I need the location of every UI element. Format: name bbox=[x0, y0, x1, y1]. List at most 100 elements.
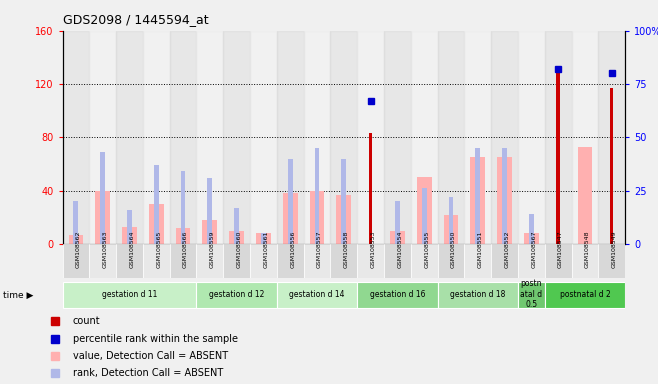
FancyBboxPatch shape bbox=[438, 282, 518, 308]
FancyBboxPatch shape bbox=[63, 244, 89, 278]
Text: postn
atal d
0.5: postn atal d 0.5 bbox=[520, 279, 542, 309]
FancyBboxPatch shape bbox=[598, 244, 625, 278]
FancyBboxPatch shape bbox=[411, 244, 438, 278]
FancyBboxPatch shape bbox=[303, 244, 330, 278]
Text: GSM108553: GSM108553 bbox=[370, 230, 376, 268]
Bar bbox=[234, 208, 239, 244]
FancyBboxPatch shape bbox=[197, 282, 277, 308]
FancyBboxPatch shape bbox=[116, 244, 143, 278]
FancyBboxPatch shape bbox=[143, 244, 170, 278]
Bar bbox=[422, 189, 426, 244]
Bar bbox=[610, 88, 613, 244]
Bar bbox=[342, 159, 346, 244]
Text: time ▶: time ▶ bbox=[3, 290, 34, 300]
FancyBboxPatch shape bbox=[170, 244, 197, 278]
Text: GSM108561: GSM108561 bbox=[263, 230, 268, 268]
Bar bbox=[578, 147, 592, 244]
FancyBboxPatch shape bbox=[384, 244, 411, 278]
Text: GSM108554: GSM108554 bbox=[397, 230, 403, 268]
FancyBboxPatch shape bbox=[518, 244, 545, 278]
Bar bbox=[100, 152, 105, 244]
Bar bbox=[63, 31, 89, 244]
Text: value, Detection Call = ABSENT: value, Detection Call = ABSENT bbox=[72, 351, 228, 361]
Bar bbox=[303, 31, 330, 244]
Text: GSM108552: GSM108552 bbox=[505, 230, 509, 268]
Text: GSM108550: GSM108550 bbox=[451, 230, 456, 268]
FancyBboxPatch shape bbox=[438, 244, 465, 278]
Bar bbox=[74, 201, 78, 244]
Bar bbox=[89, 31, 116, 244]
Bar bbox=[369, 133, 372, 244]
Text: GSM108549: GSM108549 bbox=[612, 230, 617, 268]
Text: GDS2098 / 1445594_at: GDS2098 / 1445594_at bbox=[63, 13, 208, 26]
Bar bbox=[170, 31, 197, 244]
FancyBboxPatch shape bbox=[545, 244, 572, 278]
FancyBboxPatch shape bbox=[223, 244, 250, 278]
Bar bbox=[438, 31, 465, 244]
FancyBboxPatch shape bbox=[277, 244, 303, 278]
Text: GSM108563: GSM108563 bbox=[103, 230, 108, 268]
FancyBboxPatch shape bbox=[357, 282, 438, 308]
Text: GSM108547: GSM108547 bbox=[558, 230, 563, 268]
Bar bbox=[315, 148, 319, 244]
FancyBboxPatch shape bbox=[545, 282, 625, 308]
Bar bbox=[411, 31, 438, 244]
Bar bbox=[122, 227, 137, 244]
FancyBboxPatch shape bbox=[572, 244, 598, 278]
Text: gestation d 12: gestation d 12 bbox=[209, 290, 265, 299]
Bar bbox=[288, 159, 293, 244]
FancyBboxPatch shape bbox=[197, 244, 223, 278]
Bar bbox=[357, 31, 384, 244]
Bar bbox=[229, 230, 244, 244]
FancyBboxPatch shape bbox=[63, 282, 197, 308]
FancyBboxPatch shape bbox=[250, 244, 277, 278]
Text: GSM108566: GSM108566 bbox=[183, 230, 188, 268]
Text: gestation d 16: gestation d 16 bbox=[370, 290, 425, 299]
Bar bbox=[310, 190, 324, 244]
Bar bbox=[529, 214, 534, 244]
Text: gestation d 18: gestation d 18 bbox=[450, 290, 505, 299]
Text: GSM108551: GSM108551 bbox=[478, 230, 483, 268]
Bar bbox=[149, 204, 164, 244]
Text: GSM108559: GSM108559 bbox=[210, 230, 215, 268]
Text: GSM108567: GSM108567 bbox=[532, 230, 536, 268]
Text: GSM108564: GSM108564 bbox=[130, 230, 134, 268]
FancyBboxPatch shape bbox=[330, 244, 357, 278]
Bar bbox=[261, 233, 266, 244]
Bar bbox=[336, 195, 351, 244]
Text: GSM108560: GSM108560 bbox=[237, 230, 241, 268]
Bar bbox=[572, 31, 598, 244]
Bar bbox=[475, 148, 480, 244]
Bar bbox=[176, 228, 190, 244]
Bar bbox=[207, 178, 213, 244]
FancyBboxPatch shape bbox=[465, 244, 491, 278]
Bar bbox=[181, 171, 186, 244]
FancyBboxPatch shape bbox=[491, 244, 518, 278]
Bar bbox=[524, 233, 539, 244]
Bar bbox=[443, 215, 459, 244]
Text: GSM108548: GSM108548 bbox=[585, 230, 590, 268]
FancyBboxPatch shape bbox=[518, 282, 545, 308]
Text: percentile rank within the sample: percentile rank within the sample bbox=[72, 334, 238, 344]
Text: count: count bbox=[72, 316, 100, 326]
Bar bbox=[256, 233, 271, 244]
Bar bbox=[497, 157, 512, 244]
Text: GSM108557: GSM108557 bbox=[317, 230, 322, 268]
Bar bbox=[68, 235, 84, 244]
Text: gestation d 14: gestation d 14 bbox=[290, 290, 345, 299]
FancyBboxPatch shape bbox=[357, 244, 384, 278]
Bar bbox=[143, 31, 170, 244]
Bar bbox=[283, 193, 297, 244]
Bar bbox=[470, 157, 485, 244]
Bar bbox=[154, 165, 159, 244]
Bar bbox=[598, 31, 625, 244]
Bar bbox=[250, 31, 277, 244]
Bar bbox=[116, 31, 143, 244]
Text: GSM108565: GSM108565 bbox=[157, 230, 161, 268]
Bar bbox=[390, 230, 405, 244]
Text: gestation d 11: gestation d 11 bbox=[102, 290, 157, 299]
Bar bbox=[203, 220, 217, 244]
FancyBboxPatch shape bbox=[277, 282, 357, 308]
Bar bbox=[127, 210, 132, 244]
Bar bbox=[502, 148, 507, 244]
